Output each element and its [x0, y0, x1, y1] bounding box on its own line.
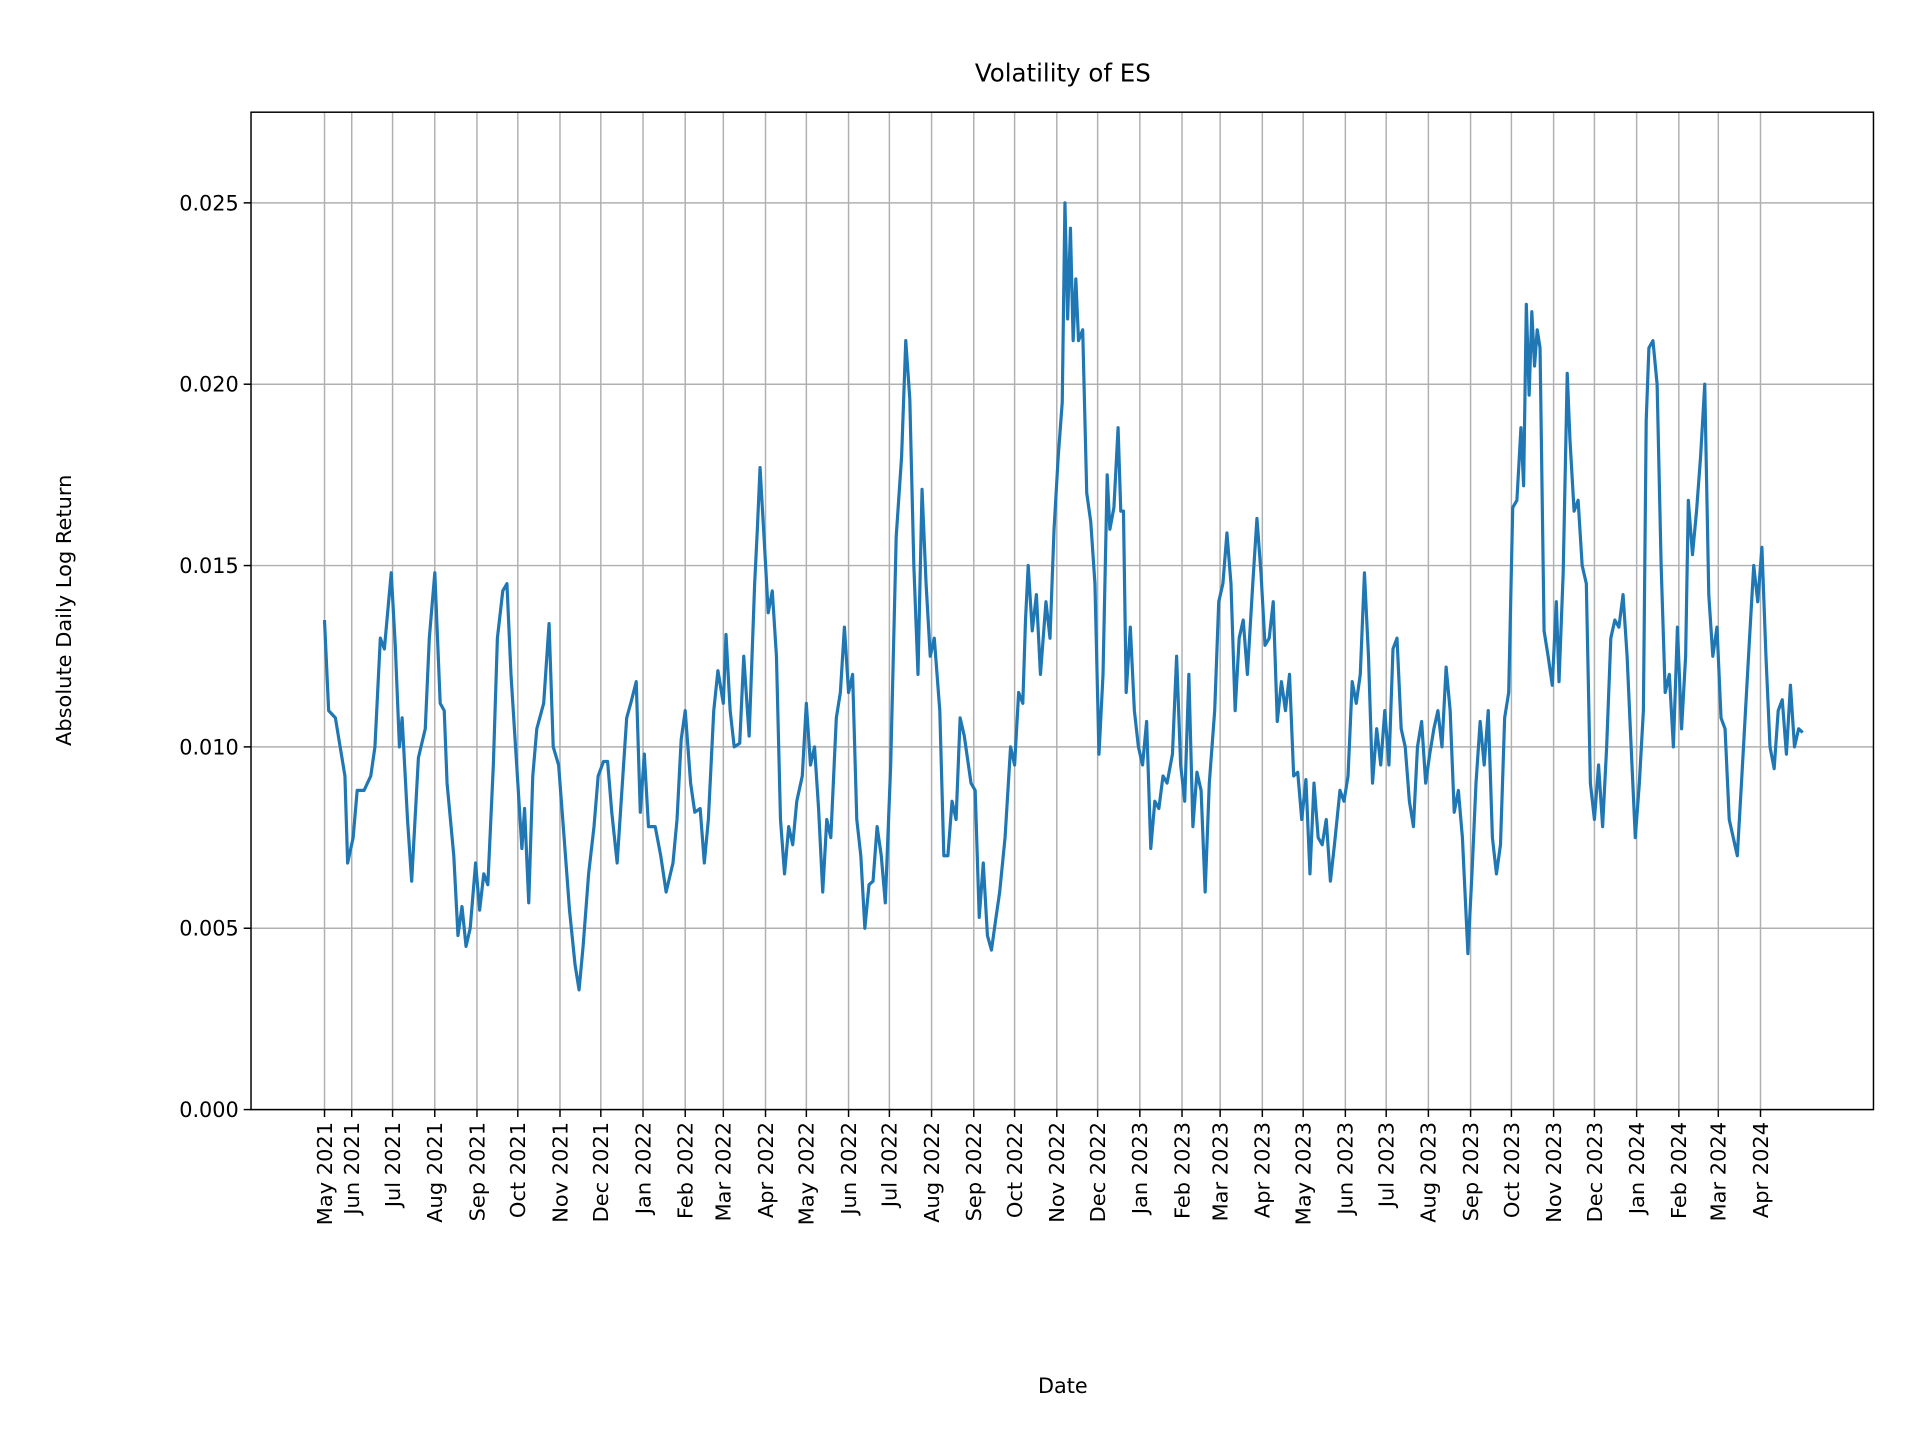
x-tick-label: Jul 2023 [1375, 1122, 1399, 1209]
x-tick-label: Feb 2023 [1170, 1122, 1194, 1219]
x-tick-label: Jan 2024 [1625, 1122, 1649, 1216]
x-tick-label: Feb 2024 [1667, 1122, 1691, 1219]
x-tick-label: Jun 2023 [1334, 1122, 1358, 1217]
plot-area [322, 201, 1804, 992]
x-tick-label: Aug 2023 [1417, 1122, 1441, 1223]
x-tick-label: Mar 2023 [1209, 1122, 1233, 1221]
x-tick-label: Nov 2023 [1542, 1122, 1566, 1223]
y-tick-label: 0.005 [179, 917, 239, 941]
y-tick-label: 0.015 [179, 554, 239, 578]
x-tick-label: May 2023 [1292, 1122, 1316, 1225]
y-tick-label: 0.025 [179, 191, 239, 215]
x-tick-label: Sep 2023 [1459, 1122, 1483, 1221]
x-tick-label: Jul 2022 [878, 1122, 902, 1209]
x-tick-label: Nov 2022 [1045, 1122, 1069, 1223]
x-tick-label: Aug 2021 [423, 1122, 447, 1223]
x-tick-label: Dec 2023 [1583, 1122, 1607, 1222]
x-tick-label: Oct 2021 [506, 1122, 530, 1218]
y-axis: 0.000 0.005 0.010 0.015 0.020 0.025 [179, 191, 252, 1122]
x-tick-label: Jul 2021 [381, 1122, 405, 1209]
x-tick-label: Apr 2023 [1251, 1122, 1275, 1218]
x-tick-label: Aug 2022 [920, 1122, 944, 1223]
y-axis-label: Absolute Daily Log Return [52, 475, 76, 746]
x-tick-label: Jan 2022 [631, 1122, 655, 1216]
x-tick-label: Mar 2022 [712, 1122, 736, 1221]
y-tick-label: 0.000 [179, 1098, 239, 1122]
x-tick-label: Mar 2024 [1707, 1122, 1731, 1221]
x-tick-label: Oct 2022 [1003, 1122, 1027, 1218]
x-axis-label: Date [1038, 1374, 1088, 1398]
x-tick-label: Nov 2021 [548, 1122, 572, 1223]
x-tick-label: Dec 2022 [1086, 1122, 1110, 1222]
x-tick-label: Apr 2024 [1749, 1122, 1773, 1218]
x-tick-label: May 2021 [313, 1122, 337, 1225]
x-tick-label: Jun 2022 [837, 1122, 861, 1217]
x-tick-label: Sep 2022 [962, 1122, 986, 1221]
y-tick-label: 0.020 [179, 373, 239, 397]
y-tick-label: 0.010 [179, 735, 239, 759]
x-tick-label: Sep 2021 [465, 1122, 489, 1221]
axes-frame [250, 111, 1875, 1111]
x-axis: May 2021 Jun 2021 Jul 2021 Aug 2021 Sep 2021… [313, 1109, 1773, 1225]
x-tick-label: May 2022 [795, 1122, 819, 1225]
x-tick-label: Apr 2022 [754, 1122, 778, 1218]
grid [251, 112, 1874, 1111]
x-tick-label: Feb 2022 [674, 1122, 698, 1219]
x-tick-label: Jun 2021 [340, 1122, 364, 1217]
series-line [322, 201, 1804, 992]
x-tick-label: Dec 2021 [589, 1122, 613, 1222]
x-tick-label: Oct 2023 [1500, 1122, 1524, 1218]
x-tick-label: Jan 2023 [1128, 1122, 1152, 1216]
chart-title: Volatility of ES [975, 58, 1151, 87]
